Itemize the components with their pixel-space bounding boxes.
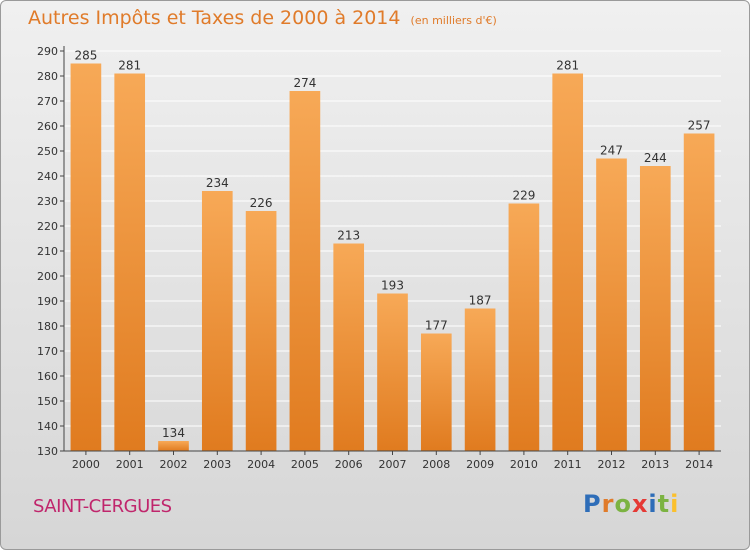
bar xyxy=(420,333,452,451)
bar xyxy=(377,293,408,451)
x-tick-label: 2000 xyxy=(72,458,100,471)
bar-layer xyxy=(70,63,715,451)
bar xyxy=(289,91,321,451)
bar-value-label: 213 xyxy=(337,229,360,243)
axis-layer: 130 140 150 160 170 180 190 200 210 220 230 240 250 2… xyxy=(37,45,721,471)
bar-value-label: 234 xyxy=(206,176,229,190)
x-tick-label: 2011 xyxy=(554,458,582,471)
x-tick-label: 2009 xyxy=(466,458,494,471)
bar-value-label: 285 xyxy=(74,49,97,63)
y-tick-label: 170 xyxy=(37,345,58,358)
bar-value-label: 193 xyxy=(381,279,404,293)
bar xyxy=(639,166,671,451)
y-tick-label: 150 xyxy=(37,395,58,408)
bar-value-label: 187 xyxy=(469,294,492,308)
brand-letter: o xyxy=(614,490,632,518)
x-tick-label: 2007 xyxy=(379,458,407,471)
bar xyxy=(201,191,233,451)
x-tick-label: 2003 xyxy=(203,458,231,471)
y-tick-label: 250 xyxy=(37,145,58,158)
y-tick-label: 160 xyxy=(37,370,58,383)
bar xyxy=(158,441,189,451)
bar xyxy=(70,63,102,451)
brand-letter: r xyxy=(601,490,615,518)
brand-letter: t xyxy=(657,490,671,518)
brand-letter: x xyxy=(631,490,649,518)
x-tick-label: 2001 xyxy=(116,458,144,471)
y-tick-label: 270 xyxy=(37,95,58,108)
brand-letter: i xyxy=(670,490,680,518)
bar-value-label: 244 xyxy=(644,151,667,165)
chart-unit: (en milliers d'€) xyxy=(410,14,497,27)
y-tick-label: 260 xyxy=(37,120,58,133)
bar-value-label: 274 xyxy=(293,76,316,90)
y-tick-label: 200 xyxy=(37,270,58,283)
y-tick-label: 280 xyxy=(37,70,58,83)
x-tick-label: 2013 xyxy=(641,458,669,471)
x-tick-label: 2004 xyxy=(247,458,275,471)
y-tick-label: 220 xyxy=(37,220,58,233)
x-tick-label: 2005 xyxy=(291,458,319,471)
bar xyxy=(245,211,277,451)
brand-letter: P xyxy=(583,490,602,518)
x-tick-label: 2012 xyxy=(598,458,626,471)
bar xyxy=(683,133,715,451)
x-tick-label: 2010 xyxy=(510,458,538,471)
bar xyxy=(596,158,627,451)
bar-value-label: 177 xyxy=(425,319,448,333)
y-tick-label: 140 xyxy=(37,420,58,433)
bar-value-label: 281 xyxy=(556,59,579,73)
x-tick-label: 2008 xyxy=(422,458,450,471)
bar xyxy=(464,308,496,451)
chart-title-text: Autres Impôts et Taxes de 2000 à 2014 xyxy=(28,7,401,29)
y-tick-label: 190 xyxy=(37,295,58,308)
bar xyxy=(114,73,146,451)
x-tick-label: 2002 xyxy=(160,458,188,471)
brand-logo: Proxiti xyxy=(583,490,679,518)
bar-value-label: 257 xyxy=(688,119,711,133)
bar-value-label: 229 xyxy=(512,189,535,203)
place-name: SAINT-CERGUES xyxy=(33,496,172,517)
label-layer: 285 281 134 234 226 274 213 193 177 187 229 281 247 2… xyxy=(74,49,710,441)
y-tick-label: 230 xyxy=(37,195,58,208)
y-tick-label: 290 xyxy=(37,45,58,58)
bar-value-label: 134 xyxy=(162,426,185,440)
x-tick-label: 2014 xyxy=(685,458,713,471)
y-tick-label: 240 xyxy=(37,170,58,183)
bar xyxy=(552,73,584,451)
bar-value-label: 226 xyxy=(250,196,273,210)
brand-letter: i xyxy=(648,490,658,518)
bar-value-label: 247 xyxy=(600,144,623,158)
y-tick-label: 180 xyxy=(37,320,58,333)
chart-title: Autres Impôts et Taxes de 2000 à 2014 (e… xyxy=(28,7,497,29)
y-tick-label: 130 xyxy=(37,445,58,458)
bar-value-label: 281 xyxy=(118,59,141,73)
bar xyxy=(508,203,540,451)
bar xyxy=(333,243,365,451)
y-tick-label: 210 xyxy=(37,245,58,258)
x-tick-label: 2006 xyxy=(335,458,363,471)
